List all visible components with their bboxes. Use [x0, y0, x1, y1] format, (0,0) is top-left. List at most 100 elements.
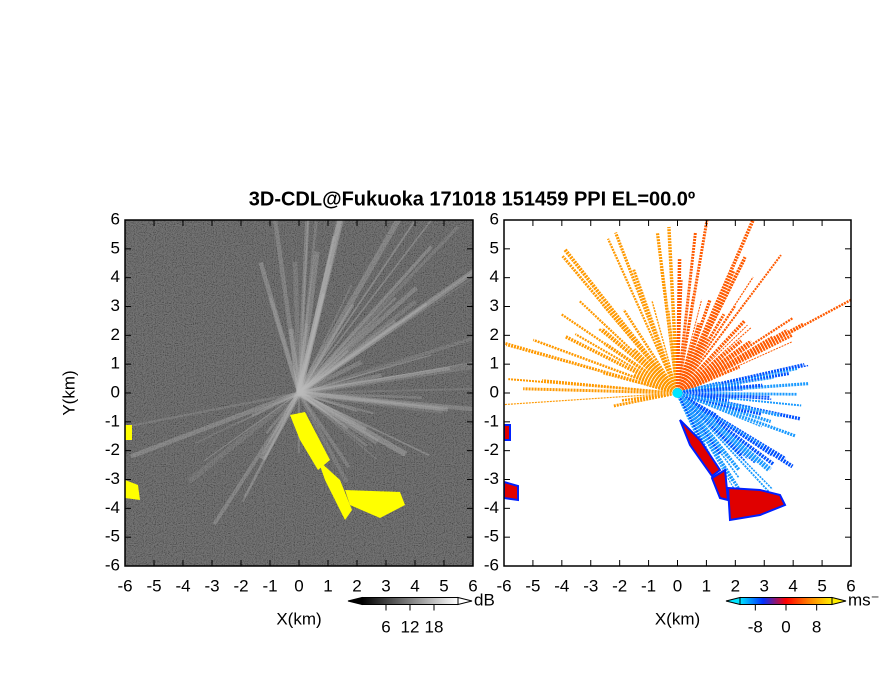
y-tick-label: 0: [111, 382, 120, 401]
ray: [297, 220, 318, 394]
x-axis-label: X(km): [276, 609, 321, 628]
ray: [298, 220, 433, 394]
y-tick-label: 0: [490, 382, 499, 401]
ray: [297, 235, 336, 394]
colorbar-tick-label: -8: [748, 617, 763, 636]
ray: [504, 392, 678, 406]
echo-blob: [125, 480, 140, 500]
ray: [298, 392, 349, 430]
x-tick-label: -4: [554, 576, 569, 595]
noise: [125, 220, 473, 566]
x-tick-label: 4: [788, 576, 797, 595]
radar-site: [672, 388, 683, 398]
ray: [676, 340, 705, 394]
ray: [677, 391, 781, 418]
ray: [267, 297, 301, 394]
x-tick-label: 5: [817, 576, 826, 595]
echo-blob: [318, 460, 352, 520]
ray: [676, 319, 747, 395]
ray: [622, 308, 679, 394]
ray: [298, 392, 430, 457]
echo-blob: [726, 486, 787, 522]
colorbar-unit: ms⁻¹: [848, 590, 880, 609]
ray: [265, 392, 300, 434]
ray: [676, 296, 750, 394]
ray: [296, 220, 310, 394]
x-tick-label: 6: [846, 576, 855, 595]
ray: [298, 390, 448, 412]
ray: [296, 251, 320, 394]
ray: [298, 361, 473, 394]
y-tick-label: -3: [105, 469, 120, 488]
ray: [298, 354, 432, 394]
ray: [130, 390, 300, 459]
x-tick-label: -6: [496, 576, 511, 595]
ray: [297, 303, 355, 394]
ray: [195, 392, 300, 445]
ray: [542, 379, 678, 394]
ray: [250, 391, 300, 418]
ray: [677, 367, 798, 395]
ray: [298, 297, 397, 394]
ray: [676, 276, 754, 394]
ray: [632, 269, 679, 394]
ray: [298, 366, 451, 395]
y-tick-label: 2: [490, 325, 499, 344]
ray: [241, 392, 301, 503]
ray: [297, 245, 433, 395]
x-tick-label: 0: [673, 576, 682, 595]
y-tick-label: 4: [490, 267, 499, 286]
ray: [297, 319, 398, 395]
ray: [298, 284, 353, 394]
colorbar-tick-label: 6: [381, 617, 390, 636]
ray: [296, 220, 344, 394]
ray: [212, 391, 301, 526]
x-tick-label: -3: [204, 576, 219, 595]
ray: [676, 316, 794, 394]
x-tick-label: 3: [381, 576, 390, 595]
ray: [677, 392, 802, 407]
ray: [667, 226, 680, 394]
y-tick-label: 2: [111, 325, 120, 344]
x-tick-label: -2: [612, 576, 627, 595]
x-tick-label: -4: [175, 576, 190, 595]
colorbar-tick-label: 8: [812, 617, 821, 636]
ray: [298, 391, 449, 412]
ray: [676, 392, 744, 496]
ray: [297, 392, 349, 483]
y-tick-label: -2: [484, 440, 499, 459]
y-tick-label: -4: [105, 498, 120, 517]
y-tick-label: -5: [484, 527, 499, 546]
x-tick-label: 1: [702, 576, 711, 595]
ray: [259, 391, 302, 461]
ray: [298, 391, 422, 399]
ray: [298, 391, 368, 447]
ray: [676, 220, 709, 394]
colorbar-arrow: [347, 596, 363, 606]
y-tick-label: -1: [484, 411, 499, 430]
radar-image: [125, 220, 473, 566]
ray: [203, 392, 300, 462]
y-tick-label: -2: [105, 440, 120, 459]
y-tick-label: 3: [490, 296, 499, 315]
echo-blob: [345, 490, 405, 518]
ray: [298, 392, 374, 415]
y-tick-label: 4: [111, 267, 120, 286]
ray: [298, 363, 473, 396]
y-tick-label: -6: [105, 555, 120, 574]
ray: [603, 342, 679, 395]
ray: [297, 225, 460, 395]
y-tick-label: -3: [484, 469, 499, 488]
ray: [298, 390, 473, 412]
colorbar-arrow: [725, 596, 741, 606]
ray: [675, 259, 682, 394]
x-tick-label: -5: [525, 576, 540, 595]
y-tick-label: -5: [105, 527, 120, 546]
echo-blob: [125, 425, 132, 440]
x-tick-label: -1: [262, 576, 277, 595]
ray: [676, 353, 723, 394]
ray: [297, 264, 332, 394]
y-tick-label: 1: [490, 354, 499, 373]
x-tick-label: 1: [323, 576, 332, 595]
